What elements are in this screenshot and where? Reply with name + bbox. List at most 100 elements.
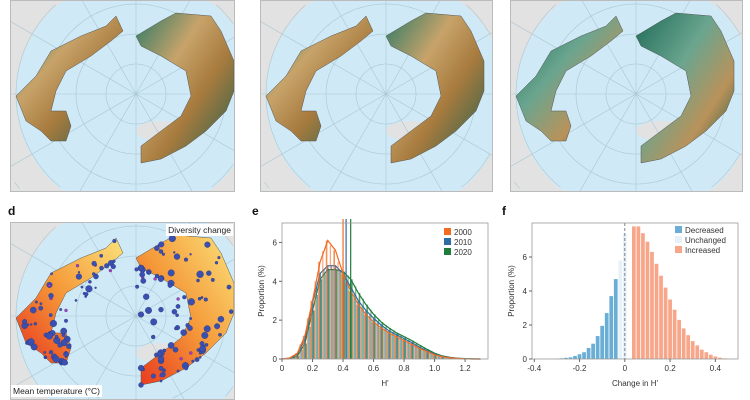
diversity-change-dot	[176, 297, 180, 301]
diversity-change-dot	[88, 280, 92, 284]
north-america-forest	[265, 15, 374, 142]
diversity-change-dot	[210, 277, 215, 282]
bar-decreased	[577, 354, 582, 359]
bar-increased	[681, 328, 686, 359]
diversity-change-dot	[64, 318, 68, 323]
diversity-change-dot	[112, 259, 116, 263]
diversity-change-dot	[196, 278, 200, 283]
diversity-change-dot	[145, 306, 152, 314]
diversity-change-dot	[198, 356, 202, 359]
diversity-change-dot	[93, 274, 99, 280]
diversity-change-dot	[214, 323, 221, 330]
x-axis-label: H'	[381, 379, 389, 388]
diversity-change-dot	[45, 332, 53, 340]
diversity-change-dot	[228, 309, 234, 314]
bar-increased	[632, 226, 636, 359]
panel-label-e: e	[252, 204, 259, 218]
diversity-change-dot	[159, 379, 163, 383]
x-tick-label: 0.2	[665, 364, 677, 373]
diversity-change-dot	[173, 251, 176, 254]
bar-decreased	[586, 347, 591, 359]
x-tick-label: 0.8	[399, 364, 411, 373]
diversity-change-dot	[108, 268, 113, 273]
y-tick-label: 6	[523, 253, 528, 262]
bar-increased	[704, 352, 709, 359]
diversity-change-dot	[143, 293, 150, 300]
legend-swatch-decreased	[675, 226, 682, 233]
diversity-change-dot	[64, 351, 68, 354]
graticule-meridian	[332, 1, 387, 95]
x-tick-label: 0.4	[710, 364, 722, 373]
diversity-change-dot	[175, 304, 181, 309]
eurasia-forest	[135, 12, 234, 164]
diversity-change-dot	[150, 318, 158, 326]
x-tick-label: 0	[280, 364, 285, 373]
eurasia-forest	[635, 12, 735, 164]
diversity-change-dot	[153, 277, 157, 281]
x-tick-label: 1.0	[429, 364, 441, 373]
bar-increased	[708, 354, 713, 359]
diversity-change-dot	[214, 261, 219, 265]
bar-increased	[650, 251, 654, 359]
y-tick-label: 0	[273, 355, 278, 364]
x-axis-label: Change in H'	[612, 379, 658, 388]
diversity-change-dot	[27, 338, 35, 346]
diversity-change-dot	[99, 265, 104, 271]
bar-decreased	[604, 313, 609, 359]
diversity-change-dot	[52, 355, 60, 363]
bar-unchanged	[622, 233, 627, 359]
diversity-change-dot	[198, 351, 202, 355]
diversity-change-dot	[48, 293, 54, 299]
diversity-change-dot	[43, 355, 46, 358]
bar-increased	[699, 349, 704, 359]
diversity-change-dot	[54, 334, 59, 339]
diversity-change-dot	[183, 257, 189, 262]
bar-increased	[645, 241, 650, 359]
diversity-change-dot	[43, 351, 47, 354]
bar-increased	[641, 233, 645, 359]
diversity-change-dot	[27, 323, 30, 326]
bar-decreased	[582, 352, 586, 359]
x-tick-label: 0.4	[337, 364, 349, 373]
diversity-change-dot	[194, 357, 200, 362]
bar-decreased	[600, 325, 605, 359]
y-axis-label: Proportion (%)	[257, 265, 266, 317]
diversity-change-dot	[162, 368, 166, 372]
diversity-change-dot	[39, 302, 43, 306]
eurasia-forest	[385, 12, 485, 164]
diversity-change-dot	[33, 322, 37, 326]
bar-increased	[668, 299, 672, 359]
diversity-change-dot	[77, 271, 81, 274]
map-diversity-change: Diversity change Mean temperature (°C)	[10, 222, 235, 400]
diversity-change-dot	[180, 329, 187, 336]
diversity-change-dot	[135, 284, 140, 289]
diversity-change-dot	[172, 346, 179, 353]
diversity-change-dot	[137, 311, 145, 318]
legend-label-decreased: Decreased	[685, 226, 724, 235]
legend-label-2020: 2020	[454, 248, 472, 257]
graticule-circle	[265, 4, 491, 188]
diversity-change-dot	[197, 296, 202, 301]
y-tick-label: 4	[523, 287, 528, 296]
diversity-change-dot	[199, 341, 205, 347]
diversity-change-dot	[157, 276, 164, 282]
diversity-change-dot	[157, 351, 163, 357]
diversity-change-dot	[91, 260, 97, 267]
diversity-change-dot	[158, 365, 164, 371]
diversity-change-dot	[191, 359, 195, 363]
diversity-change-dot	[34, 300, 38, 304]
diversity-change-dot	[64, 355, 68, 358]
diversity-change-dot	[158, 306, 164, 313]
graticule-meridian	[511, 93, 637, 167]
diversity-change-dot	[175, 313, 179, 317]
diversity-change-dot	[49, 319, 57, 328]
graticule-circle	[515, 4, 741, 188]
diversity-change-dot	[75, 273, 82, 280]
bar-increased	[663, 287, 668, 359]
diversity-change-dot	[196, 270, 204, 278]
diversity-change-dot	[218, 332, 222, 337]
diversity-change-dot	[204, 241, 211, 248]
diversity-change-dot	[38, 305, 44, 311]
bar-decreased	[595, 336, 600, 359]
graticule-meridian	[79, 93, 137, 191]
